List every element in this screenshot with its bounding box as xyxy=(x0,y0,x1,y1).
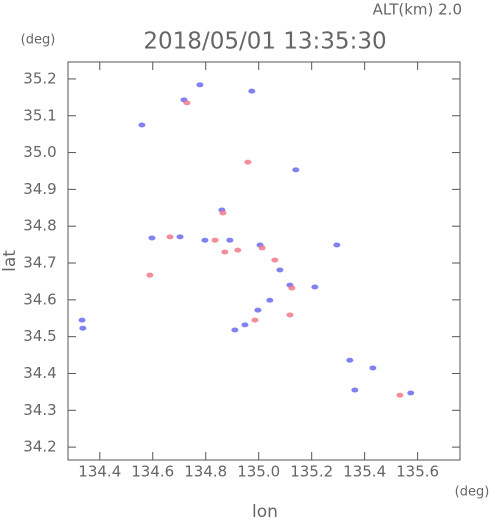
x-tick-label: 135.6 xyxy=(396,463,439,481)
echo-point xyxy=(369,365,377,371)
echo-point xyxy=(146,272,154,278)
echo-point xyxy=(201,237,209,243)
echo-point xyxy=(244,159,252,165)
x-tick-label: 134.6 xyxy=(131,463,174,481)
echo-point xyxy=(286,312,294,318)
y-tick-label: 35.0 xyxy=(23,143,56,161)
echo-point xyxy=(138,122,146,128)
echo-point xyxy=(78,317,86,323)
y-tick-label: 34.6 xyxy=(23,290,56,308)
y-unit: (deg) xyxy=(21,33,56,48)
plot-frame xyxy=(67,61,461,461)
echo-point xyxy=(196,82,204,88)
echo-point xyxy=(333,242,341,248)
y-tick-label: 34.9 xyxy=(23,180,56,198)
chart-title: 2018/05/01 13:35:30 xyxy=(143,29,386,55)
y-axis-label: lat xyxy=(0,250,20,272)
echo-point xyxy=(288,285,296,291)
y-tick-label: 35.1 xyxy=(23,106,56,124)
echo-point xyxy=(351,387,359,393)
echo-point xyxy=(258,245,266,251)
y-tick-label: 34.5 xyxy=(23,327,56,345)
echo-point xyxy=(248,88,256,94)
x-tick-label: 134.4 xyxy=(78,463,121,481)
x-unit: (deg) xyxy=(455,485,490,500)
echo-point xyxy=(241,322,249,328)
echo-point xyxy=(311,284,319,290)
echo-point xyxy=(271,257,279,263)
echo-point xyxy=(221,249,229,255)
echo-point xyxy=(266,297,274,303)
echo-point xyxy=(211,237,219,243)
echo-point xyxy=(396,392,404,398)
y-tick-label: 34.4 xyxy=(23,364,56,382)
x-tick-label: 135.0 xyxy=(237,463,280,481)
x-axis-label: lon xyxy=(252,502,278,521)
echo-point xyxy=(346,357,354,363)
echo-point xyxy=(79,325,87,331)
echo-point xyxy=(254,307,262,313)
echo-point xyxy=(407,390,415,396)
y-tick-label: 34.8 xyxy=(23,217,56,235)
echo-point xyxy=(226,237,234,243)
x-tick-label: 134.8 xyxy=(184,463,227,481)
y-tick-label: 34.7 xyxy=(23,254,56,272)
echo-point xyxy=(292,167,300,173)
echo-point xyxy=(219,210,227,216)
x-tick-label: 135.2 xyxy=(290,463,333,481)
chart-subtitle: ALT(km) 2.0 xyxy=(373,1,462,19)
y-tick-label: 35.2 xyxy=(23,69,56,87)
echo-point xyxy=(166,234,174,240)
y-tick-label: 34.3 xyxy=(23,401,56,419)
echo-point xyxy=(148,235,156,241)
echo-point xyxy=(183,100,191,106)
echo-point xyxy=(276,267,284,273)
x-tick-label: 135.4 xyxy=(343,463,386,481)
echo-point xyxy=(231,327,239,333)
echo-point xyxy=(234,247,242,253)
echo-point xyxy=(251,317,259,323)
y-tick-label: 34.2 xyxy=(23,438,56,456)
echo-point xyxy=(176,234,184,240)
